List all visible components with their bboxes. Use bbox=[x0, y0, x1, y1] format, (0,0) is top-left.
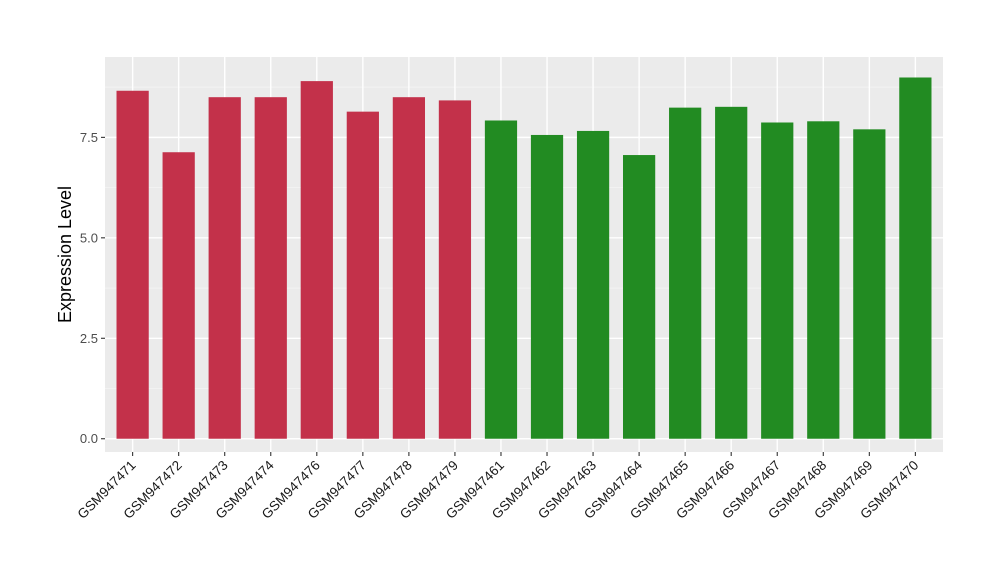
bar bbox=[346, 111, 379, 439]
y-axis: 0.0 2.5 5.0 7.5 bbox=[80, 130, 105, 446]
bar bbox=[761, 122, 794, 439]
y-tick-label: 7.5 bbox=[80, 130, 98, 145]
y-tick-label: 2.5 bbox=[80, 331, 98, 346]
y-axis-label: Expression Level bbox=[55, 186, 75, 323]
bar bbox=[300, 81, 333, 439]
bar bbox=[116, 90, 149, 439]
bar bbox=[669, 107, 702, 439]
bar bbox=[807, 121, 840, 439]
x-axis: GSM947471GSM947472GSM947473GSM947474GSM9… bbox=[75, 452, 921, 522]
minor-gridlines bbox=[105, 86, 943, 389]
bar bbox=[715, 106, 748, 439]
bar bbox=[576, 130, 610, 439]
bar bbox=[484, 120, 518, 439]
bar bbox=[622, 155, 656, 439]
bars bbox=[116, 77, 932, 439]
y-tick-label: 5.0 bbox=[80, 230, 98, 245]
bar bbox=[853, 129, 886, 439]
plot-panel bbox=[105, 57, 943, 452]
bar bbox=[162, 152, 195, 439]
bar bbox=[392, 97, 426, 439]
y-tick-label: 0.0 bbox=[80, 431, 98, 446]
bar bbox=[208, 97, 241, 439]
bar bbox=[899, 77, 932, 439]
bar bbox=[530, 134, 564, 439]
bar bbox=[438, 100, 472, 439]
bar bbox=[254, 97, 287, 439]
